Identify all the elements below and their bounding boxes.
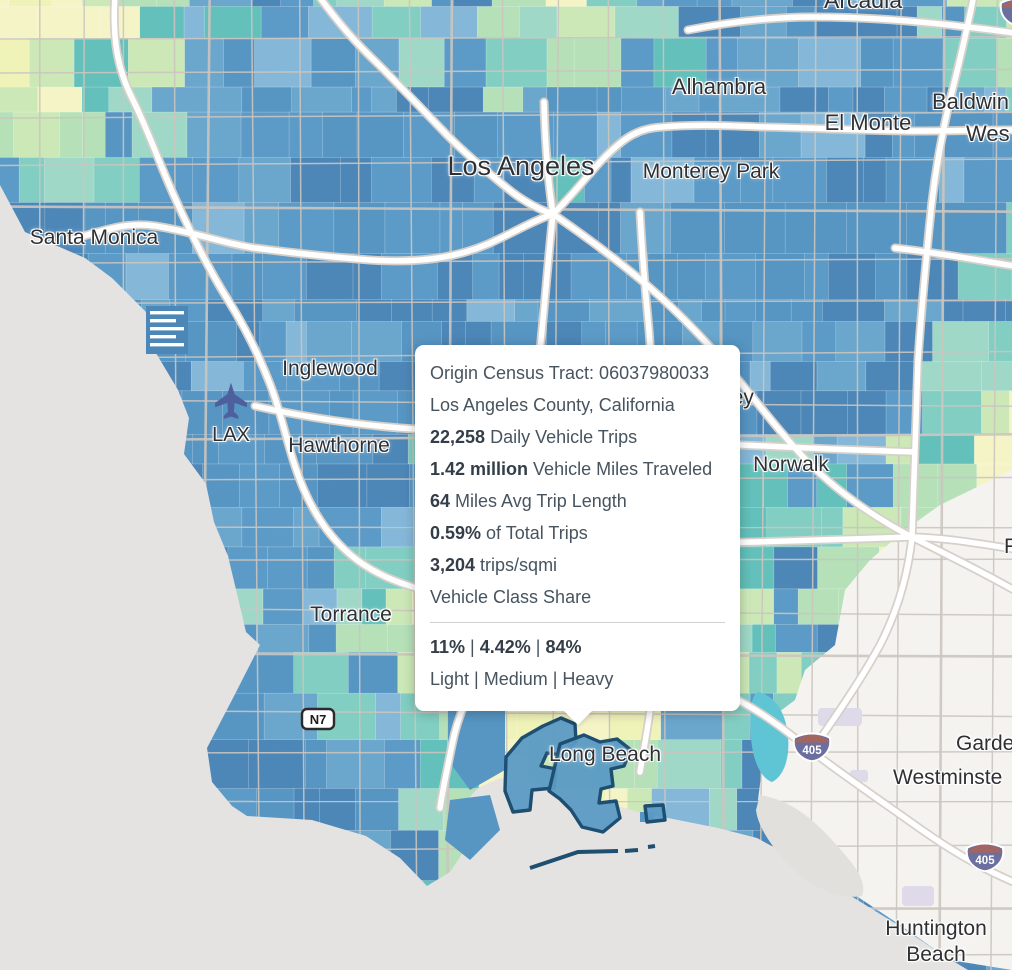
tooltip-row: Vehicle Class Share	[430, 587, 592, 607]
route-shield-n7: N7	[300, 707, 336, 731]
tooltip-row: Origin Census Tract: 06037980033	[430, 363, 710, 383]
tract-tooltip-popup: Origin Census Tract: 06037980033 Los Ange…	[415, 345, 740, 725]
tooltip-vehicle-class-values: 11% | 4.42% | 84%	[430, 637, 582, 657]
tooltip-vehicle-class-labels: Light | Medium | Heavy	[430, 669, 614, 689]
svg-text:N7: N7	[310, 712, 327, 727]
selected-tract-outline[interactable]	[503, 716, 667, 870]
tooltip-lines: Origin Census Tract: 06037980033 Los Ange…	[430, 357, 725, 613]
marina-icon	[146, 306, 188, 354]
breakwater-line	[529, 844, 656, 870]
tooltip-row: 1.42 million Vehicle Miles Traveled	[430, 459, 713, 479]
coastal-wetlands	[756, 795, 864, 897]
interstate-shield-405-b: 405	[965, 842, 1005, 872]
tooltip-row: Los Angeles County, California	[430, 395, 675, 415]
tooltip-row: 3,204 trips/sqmi	[430, 555, 558, 575]
tooltip-divider	[430, 622, 725, 623]
airplane-icon	[215, 382, 247, 419]
tooltip-row: 64 Miles Avg Trip Length	[430, 491, 627, 511]
svg-text:405: 405	[802, 745, 822, 757]
tooltip-row: 0.59% of Total Trips	[430, 523, 588, 543]
svg-text:405: 405	[975, 855, 995, 867]
tooltip-row: 22,258 Daily Vehicle Trips	[430, 427, 638, 447]
interstate-shield-405-a: 405	[792, 732, 832, 762]
interstate-shield-partial	[999, 0, 1012, 25]
tooltip-caret	[562, 710, 593, 725]
